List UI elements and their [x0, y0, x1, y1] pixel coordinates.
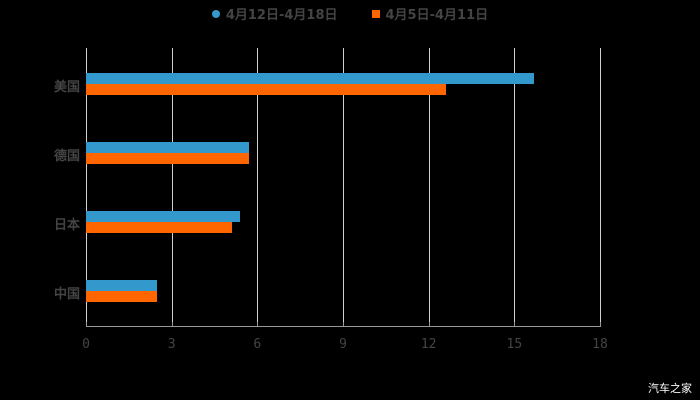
- y-category-label: 日本: [53, 218, 80, 233]
- x-tick-label: 12: [420, 337, 437, 352]
- y-category-label: 美国: [53, 80, 80, 95]
- gridline: [600, 48, 601, 326]
- x-axis: [86, 326, 601, 327]
- axis-tick: [343, 322, 344, 327]
- legend-item-series-2[interactable]: 4月5日-4月11日: [371, 4, 489, 23]
- bar-series-1[interactable]: [86, 142, 249, 153]
- x-tick-label: 9: [339, 337, 347, 352]
- bar-series-2[interactable]: [86, 153, 249, 164]
- bar-series-1[interactable]: [86, 211, 241, 222]
- x-tick-label: 15: [506, 337, 523, 352]
- gridline: [428, 48, 430, 326]
- square-marker-icon: [371, 9, 380, 18]
- axis-tick: [86, 322, 87, 327]
- x-tick-label: 6: [253, 337, 262, 352]
- gridline: [343, 48, 344, 326]
- x-tick-label: 0: [82, 337, 90, 352]
- legend-label: 4月5日-4月11日: [385, 8, 489, 23]
- watermark: 汽车之家: [648, 382, 692, 395]
- bar-series-2[interactable]: [86, 222, 232, 233]
- x-tick-label: 18: [592, 337, 608, 352]
- legend-item-series-1[interactable]: 4月12日-4月18日: [211, 4, 338, 23]
- axis-tick: [514, 322, 516, 327]
- gridline: [514, 48, 516, 326]
- axis-tick: [428, 322, 430, 327]
- legend-label: 4月12日-4月18日: [225, 8, 338, 23]
- bar-series-2[interactable]: [86, 291, 158, 302]
- axis-tick: [257, 322, 259, 327]
- gridline: [257, 48, 259, 326]
- chart-legend: 4月12日-4月18日 4月5日-4月11日: [0, 4, 700, 23]
- x-tick-label: 3: [167, 337, 176, 352]
- bar-series-1[interactable]: [86, 280, 158, 291]
- gridline: [171, 48, 173, 326]
- axis-tick: [600, 322, 601, 327]
- axis-tick: [171, 322, 173, 327]
- gridline: [86, 48, 87, 326]
- y-category-label: 德国: [53, 149, 80, 164]
- bar-series-2[interactable]: [86, 84, 446, 95]
- y-category-label: 中国: [53, 287, 80, 302]
- bar-series-1[interactable]: [86, 73, 535, 84]
- circle-marker-icon: [211, 9, 220, 18]
